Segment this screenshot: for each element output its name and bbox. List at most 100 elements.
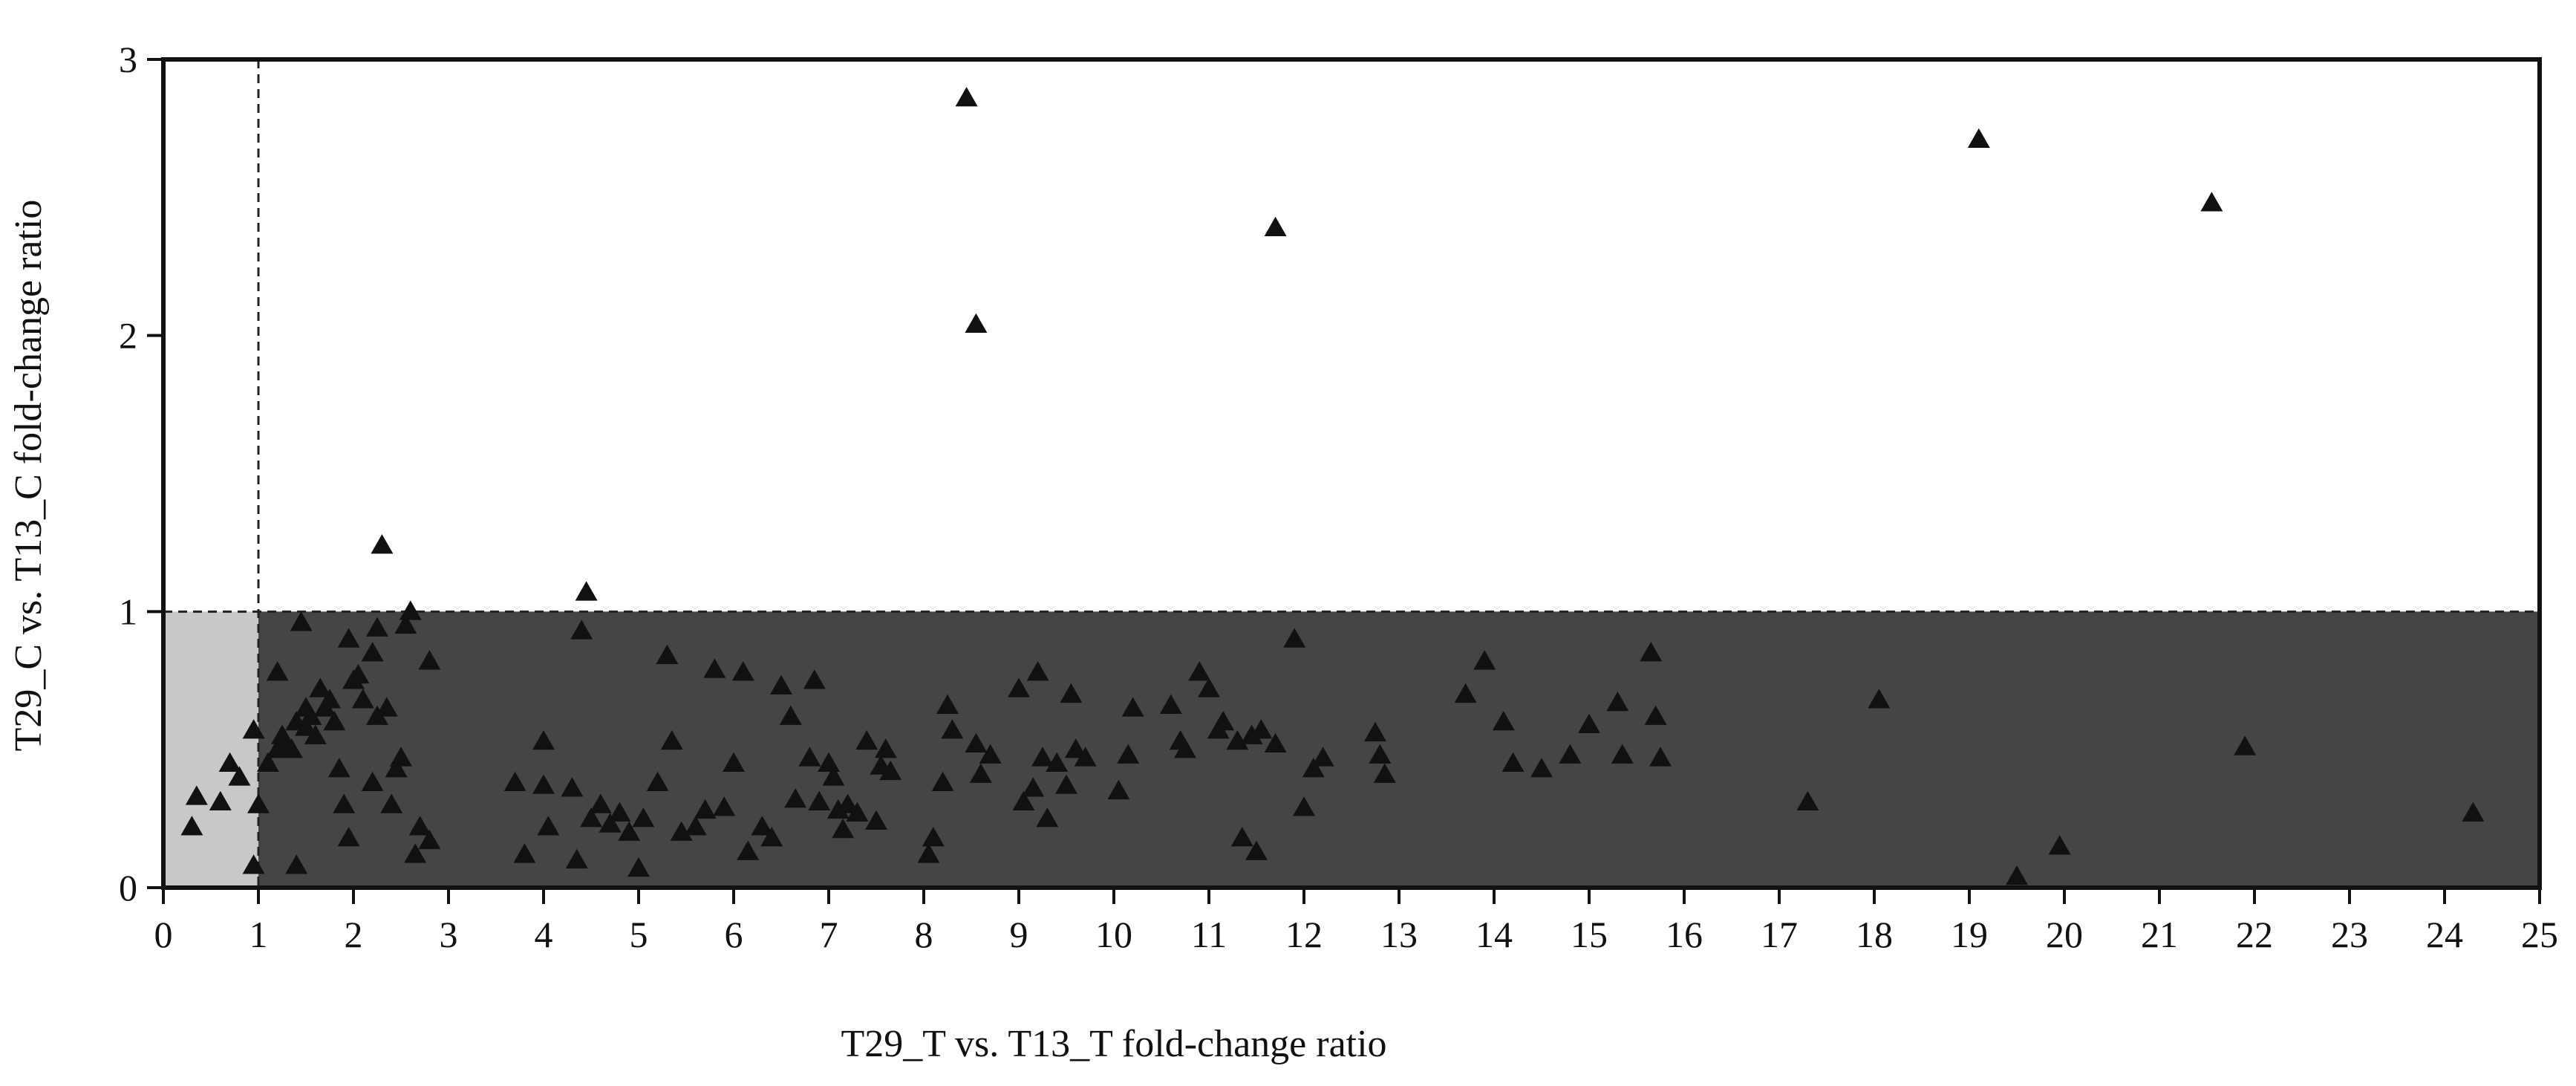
data-point [694, 799, 717, 819]
data-point [1868, 689, 1891, 709]
data-point [1226, 730, 1249, 750]
reference-lines [163, 59, 2540, 888]
data-point [565, 848, 588, 869]
x-tick-label: 25 [2521, 914, 2558, 955]
x-tick-label: 3 [440, 914, 458, 955]
data-point [832, 818, 855, 839]
data-point [351, 689, 374, 709]
data-point [1293, 796, 1315, 816]
x-tick-label: 6 [725, 914, 743, 955]
data-point [2048, 835, 2071, 855]
data-point [1064, 738, 1087, 758]
data-point [632, 807, 655, 827]
data-point [1264, 216, 1287, 236]
data-point [1026, 661, 1049, 681]
data-point [969, 763, 992, 783]
plot-frame [161, 57, 2542, 890]
data-point [1606, 691, 1629, 712]
data-point [347, 663, 370, 684]
x-tick-label: 7 [820, 914, 838, 955]
data-point [319, 689, 341, 709]
data-point [532, 730, 555, 750]
data-point [1264, 732, 1287, 752]
data-point [855, 730, 878, 750]
data-point [537, 816, 560, 836]
x-tick-label: 10 [1095, 914, 1132, 955]
data-point [1212, 711, 1235, 731]
data-point [1369, 744, 1392, 764]
data-point [646, 771, 669, 792]
data-point [737, 840, 760, 860]
data-point [656, 644, 679, 665]
data-point [846, 802, 869, 822]
y-tick-label: 3 [119, 39, 137, 80]
data-point [385, 758, 408, 778]
data-point [337, 628, 360, 648]
x-tick-label: 4 [535, 914, 553, 955]
data-point [218, 752, 241, 772]
data-point [290, 611, 313, 631]
data-point [209, 790, 232, 811]
data-point [1074, 747, 1097, 767]
data-point [808, 790, 831, 811]
data-point [390, 747, 412, 767]
data-point [404, 843, 427, 863]
x-tick-label: 19 [1951, 914, 1988, 955]
data-point [2462, 802, 2485, 822]
data-point [713, 796, 736, 816]
x-axis-title: T29_T vs. T13_T fold-change ratio [841, 1023, 1386, 1065]
x-tick-label: 20 [2046, 914, 2083, 955]
data-point [570, 620, 593, 640]
data-point [684, 816, 707, 836]
data-point [836, 793, 859, 813]
y-axis-ticks: 0 1 2 3 [119, 39, 163, 908]
data-point [366, 617, 388, 637]
data-point [979, 744, 1002, 764]
x-tick-label: 18 [1856, 914, 1893, 955]
data-point [1107, 779, 1130, 800]
data-point [1640, 642, 1663, 662]
data-point [1530, 758, 1553, 778]
data-point [333, 793, 356, 813]
data-point [1055, 774, 1077, 794]
data-point [660, 730, 683, 750]
data-point [180, 816, 203, 836]
data-point [751, 816, 774, 836]
data-point [1174, 738, 1196, 758]
data-point [327, 758, 350, 778]
data-point [247, 793, 270, 813]
data-point [1283, 628, 1306, 648]
data-point [185, 785, 208, 805]
data-point [380, 793, 403, 813]
x-tick-label: 11 [1191, 914, 1227, 955]
data-point [879, 760, 902, 781]
data-point [723, 752, 745, 772]
data-point [1250, 719, 1273, 739]
x-tick-label: 22 [2236, 914, 2273, 955]
data-point [1046, 752, 1069, 772]
data-point [266, 738, 289, 758]
data-point [955, 87, 978, 107]
data-point [1036, 807, 1059, 827]
data-point [1967, 128, 1990, 149]
x-tick-label: 15 [1571, 914, 1608, 955]
data-point [295, 716, 317, 736]
data-point [874, 738, 897, 758]
data-point [513, 843, 536, 863]
data-point [1454, 683, 1477, 703]
data-point [618, 821, 641, 841]
shaded-regions [163, 611, 2540, 888]
x-tick-label: 16 [1666, 914, 1703, 955]
data-point [337, 827, 360, 847]
data-point [1796, 790, 1819, 811]
x-tick-label: 23 [2331, 914, 2368, 955]
data-point [1031, 747, 1054, 767]
x-axis-ticks: 0 1 2 3 4 5 6 7 8 9 10 11 12 13 14 15 16 17 18 19 20 21 22 23 24… [154, 888, 2558, 955]
data-point [299, 705, 322, 725]
data-point [323, 711, 346, 731]
x-tick-label: 13 [1380, 914, 1418, 955]
data-point [1060, 683, 1083, 703]
data-point [256, 752, 279, 772]
data-point [1373, 763, 1396, 783]
